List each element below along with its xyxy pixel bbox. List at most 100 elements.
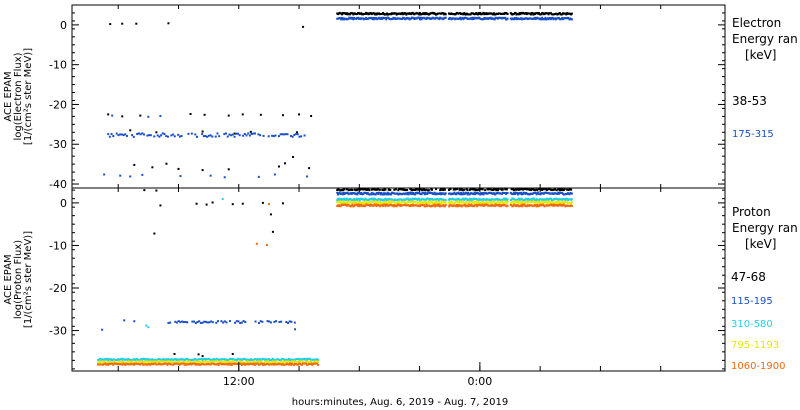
data-point xyxy=(394,188,397,191)
data-point xyxy=(438,203,441,206)
data-point xyxy=(166,363,169,366)
data-point xyxy=(474,193,477,196)
data-point xyxy=(112,363,115,366)
data-point xyxy=(386,191,389,194)
data-point xyxy=(121,22,124,25)
data-point xyxy=(286,133,289,136)
data-point xyxy=(349,13,352,16)
data-point xyxy=(196,363,199,366)
data-point xyxy=(240,321,243,324)
data-point xyxy=(141,132,144,135)
data-point xyxy=(517,201,520,204)
data-point xyxy=(223,133,226,136)
plot-frame xyxy=(71,4,726,189)
data-point xyxy=(285,360,288,363)
data-point xyxy=(262,358,265,361)
data-point xyxy=(525,200,528,203)
data-point xyxy=(101,363,104,366)
data-point xyxy=(247,132,250,135)
data-point xyxy=(314,362,317,365)
data-point xyxy=(161,363,164,366)
data-point xyxy=(153,232,156,235)
data-point xyxy=(113,358,116,361)
data-point xyxy=(113,362,116,365)
data-point xyxy=(489,202,492,205)
data-point xyxy=(250,358,253,361)
data-point xyxy=(259,358,262,361)
data-point xyxy=(308,360,311,363)
data-point xyxy=(245,363,248,366)
data-point xyxy=(266,360,269,363)
data-point xyxy=(374,203,377,206)
data-point xyxy=(439,193,442,196)
data-point xyxy=(532,13,535,16)
data-point xyxy=(211,321,214,324)
data-point xyxy=(185,361,188,364)
data-point xyxy=(269,363,272,366)
data-point xyxy=(377,193,380,196)
data-point xyxy=(249,361,252,364)
data-point xyxy=(279,363,282,366)
data-point xyxy=(120,133,123,136)
data-point xyxy=(267,358,270,361)
data-point xyxy=(465,192,468,195)
data-point xyxy=(218,362,221,365)
data-point xyxy=(418,201,421,204)
data-point xyxy=(504,198,507,201)
data-point xyxy=(384,205,387,208)
data-point xyxy=(394,12,397,15)
data-point xyxy=(441,200,444,203)
data-point xyxy=(372,16,375,19)
data-point xyxy=(549,17,552,20)
data-point xyxy=(535,197,538,200)
data-point xyxy=(246,362,249,365)
data-point xyxy=(373,12,376,15)
data-point xyxy=(356,188,359,191)
data-point xyxy=(251,361,254,364)
data-point xyxy=(142,361,145,364)
data-point xyxy=(273,359,276,362)
data-point xyxy=(201,355,204,358)
data-point xyxy=(241,202,244,205)
data-point xyxy=(113,360,116,363)
data-point xyxy=(203,363,206,366)
data-point xyxy=(392,205,395,208)
data-point xyxy=(205,360,208,363)
data-point xyxy=(173,358,176,361)
data-point xyxy=(492,13,495,16)
x-tick-label: 0:00 xyxy=(468,375,493,388)
data-point xyxy=(337,205,340,208)
data-point xyxy=(277,361,280,364)
data-point xyxy=(191,362,194,365)
data-point xyxy=(512,205,515,208)
data-point xyxy=(275,363,278,366)
data-point xyxy=(136,361,139,364)
data-point xyxy=(534,192,537,195)
data-point xyxy=(196,321,199,324)
data-point xyxy=(340,204,343,207)
data-point xyxy=(114,362,117,365)
data-point xyxy=(418,197,421,200)
data-point xyxy=(259,134,262,137)
data-point xyxy=(205,320,208,323)
data-point xyxy=(119,363,122,366)
data-point xyxy=(142,363,145,366)
data-point xyxy=(397,189,400,192)
data-point xyxy=(257,133,260,136)
data-point xyxy=(483,204,486,207)
data-point xyxy=(241,358,244,361)
data-point xyxy=(289,362,292,365)
data-point xyxy=(513,18,516,21)
data-point xyxy=(184,321,187,324)
data-point xyxy=(269,321,272,324)
data-point xyxy=(286,363,289,366)
data-point xyxy=(206,358,209,361)
data-point xyxy=(108,135,111,138)
data-point xyxy=(298,113,301,116)
data-point xyxy=(248,361,251,364)
data-point xyxy=(290,320,293,323)
data-point xyxy=(274,363,277,366)
data-point xyxy=(252,359,255,362)
data-point xyxy=(411,201,414,204)
data-point xyxy=(193,357,196,360)
